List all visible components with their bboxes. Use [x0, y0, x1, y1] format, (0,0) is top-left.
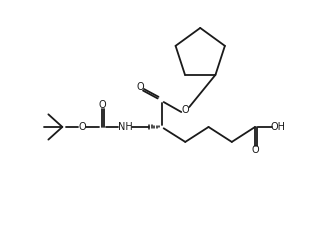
Text: O: O [99, 100, 106, 110]
Text: OH: OH [271, 122, 286, 132]
Text: O: O [78, 122, 86, 132]
Text: O: O [137, 82, 144, 92]
Text: NH: NH [118, 122, 133, 132]
Text: O: O [251, 145, 259, 155]
Text: O: O [181, 105, 189, 115]
